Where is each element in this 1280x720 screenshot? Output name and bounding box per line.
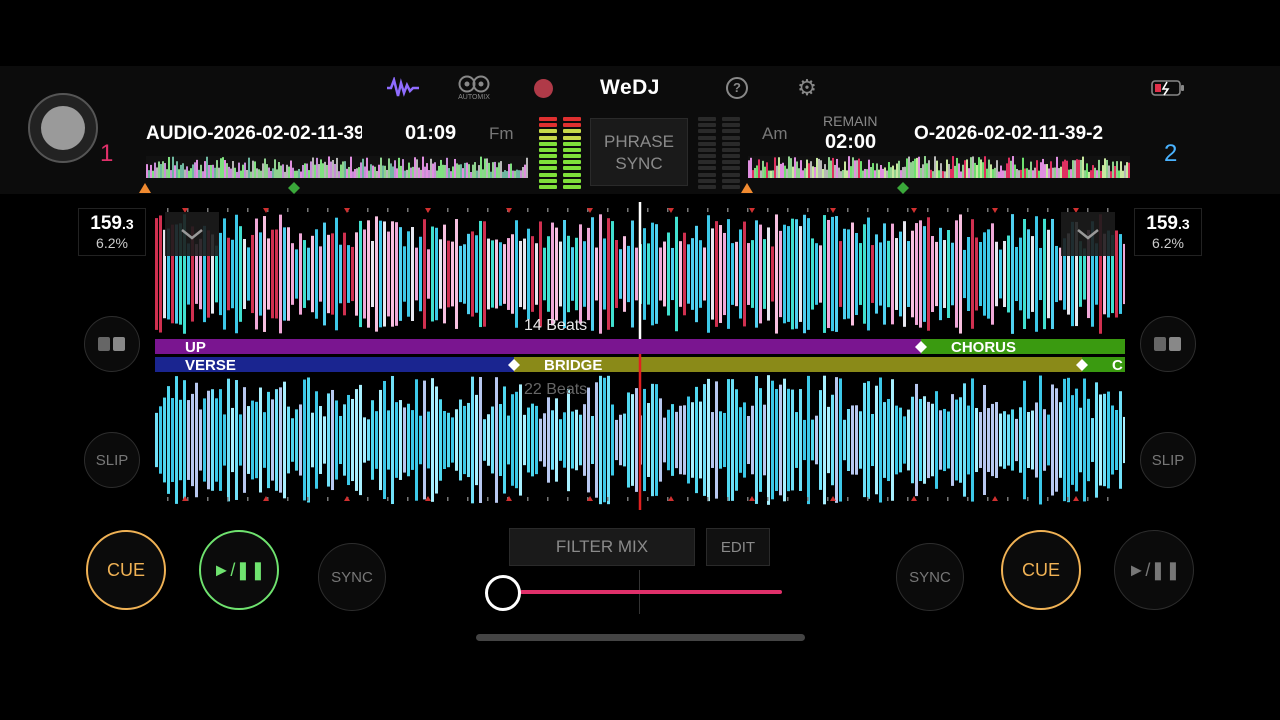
deck2-bpm: 159 xyxy=(1146,213,1178,234)
deck2-overview-waveform[interactable] xyxy=(748,156,1130,178)
deck1-level-meter-left xyxy=(539,117,557,189)
deck1-overview-waveform[interactable] xyxy=(146,156,528,178)
phrase-bar-bottom-bridge xyxy=(514,357,1082,372)
deck1-sync-button[interactable]: SYNC xyxy=(318,543,386,611)
jog-wheel[interactable] xyxy=(28,93,98,163)
deck1-level-meter-right xyxy=(563,117,581,189)
deck1-play-pause-button[interactable]: ►/❚❚ xyxy=(199,530,279,610)
deck2-number: 2 xyxy=(1164,140,1178,167)
deck1-display-mode-button[interactable] xyxy=(84,316,140,372)
deck1-bpm-decimal: .3 xyxy=(122,216,134,232)
phrase-label-chorus: CHORUS xyxy=(951,339,1016,356)
deck2-cue-button[interactable]: CUE xyxy=(1001,530,1081,610)
deck1-bpm: 159 xyxy=(90,213,122,234)
deck2-display-mode-button[interactable] xyxy=(1140,316,1196,372)
deck2-remain-label: REMAIN xyxy=(823,113,878,129)
record-icon[interactable] xyxy=(532,74,554,102)
deck2-level-meter-right xyxy=(722,117,740,189)
deck1-cue-button[interactable]: CUE xyxy=(86,530,166,610)
deck2-key: Am xyxy=(762,124,788,143)
deck1-key: Fm xyxy=(489,124,514,143)
phrase-label-c: C xyxy=(1112,357,1123,374)
app-logo: WeDJ xyxy=(600,76,660,99)
display-mode-icon xyxy=(98,337,125,351)
deck1-hotcue-marker-icon xyxy=(288,182,300,194)
phrase-sync-line2: SYNC xyxy=(615,154,663,173)
phrase-bar-bottom-c xyxy=(1082,357,1125,372)
battery-icon xyxy=(1150,74,1186,102)
deck1-track-title[interactable]: AUDIO-2026-02-02-11-39-2 xyxy=(146,123,362,144)
help-icon[interactable]: ? xyxy=(725,74,749,102)
main-waveform-area[interactable]: UP CHORUS VERSE BRIDGE C 14 Beats 22 Bea… xyxy=(155,200,1125,510)
deck1-waveform-collapse-button[interactable] xyxy=(165,212,219,256)
deck2-pitch: 6.2% xyxy=(1152,235,1184,251)
deck2-bpm-display[interactable]: 159.3 6.2% xyxy=(1134,208,1202,256)
deck1-pitch: 6.2% xyxy=(96,235,128,251)
phrase-marker-icon xyxy=(1076,359,1088,371)
deck1-number: 1 xyxy=(100,140,114,167)
automix-icon[interactable]: AUTOMIX xyxy=(452,74,496,102)
crossfader-track[interactable] xyxy=(520,590,782,594)
gear-icon[interactable]: ⚙ xyxy=(797,75,817,100)
lower-beats-countdown: 22 Beats xyxy=(524,381,587,398)
waveform-icon[interactable] xyxy=(386,74,420,102)
deck2-track-title[interactable]: O-2026-02-02-11-39-2 xyxy=(914,123,1104,144)
phrase-sync-line1: PHRASE xyxy=(604,132,674,151)
upper-beats-countdown: 14 Beats xyxy=(524,317,587,334)
deck1-elapsed-time: 01:09 xyxy=(405,122,457,144)
deck2-play-pause-button[interactable]: ►/❚❚ xyxy=(1114,530,1194,610)
chevron-down-icon xyxy=(1077,229,1099,240)
phrase-marker-icon xyxy=(915,341,927,353)
phrase-bar-top-chorus xyxy=(921,339,1125,354)
filter-mix-button[interactable]: FILTER MIX xyxy=(509,528,695,566)
edit-button[interactable]: EDIT xyxy=(706,528,770,566)
deck1-cue-marker-icon xyxy=(139,183,151,193)
deck1-slip-button[interactable]: SLIP xyxy=(84,432,140,488)
deck2-cue-marker-icon xyxy=(741,183,753,193)
deck2-zoom-waveform xyxy=(155,375,1125,505)
deck2-slip-button[interactable]: SLIP xyxy=(1140,432,1196,488)
deck1-bpm-display[interactable]: 159.3 6.2% xyxy=(78,208,146,256)
deck2-remain-time: 02:00 xyxy=(825,131,877,153)
automix-label: AUTOMIX xyxy=(458,94,490,101)
deck2-sync-button[interactable]: SYNC xyxy=(896,543,964,611)
deck1-zoom-waveform xyxy=(155,214,1125,334)
deck2-bpm-decimal: .3 xyxy=(1178,216,1190,232)
display-mode-icon xyxy=(1154,337,1181,351)
deck2-level-meter-left xyxy=(698,117,716,189)
deck2-hotcue-marker-icon xyxy=(897,182,909,194)
phrase-bar-top-up xyxy=(155,339,1125,354)
crossfader-handle[interactable] xyxy=(485,575,521,611)
home-indicator xyxy=(476,634,805,641)
phrase-sync-button[interactable]: PHRASE SYNC xyxy=(590,118,688,186)
phrase-label-up: UP xyxy=(185,339,206,356)
phrase-label-verse: VERSE xyxy=(185,357,236,374)
chevron-down-icon xyxy=(181,229,203,240)
phrase-label-bridge: BRIDGE xyxy=(544,357,602,374)
deck2-waveform-collapse-button[interactable] xyxy=(1061,212,1115,256)
phrase-bar-bottom-verse xyxy=(155,357,514,372)
phrase-marker-icon xyxy=(508,359,520,371)
